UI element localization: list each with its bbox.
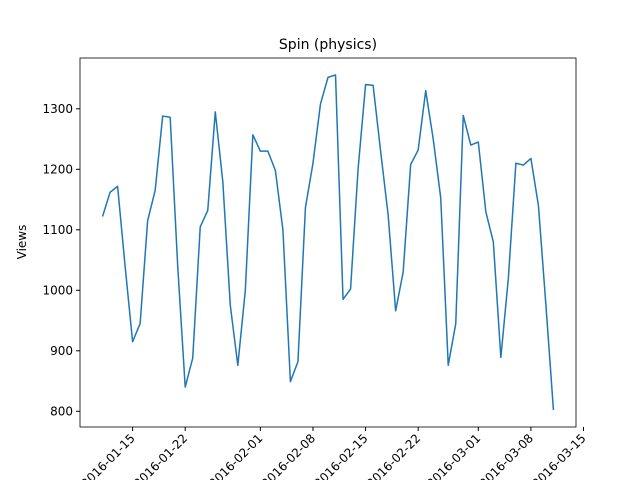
chart-title: Spin (physics) (279, 37, 377, 53)
axes-frame (79, 57, 577, 428)
y-tick-label: 1200 (42, 162, 73, 176)
y-tick-label: 800 (50, 404, 73, 418)
y-tick-label: 1000 (42, 283, 73, 297)
y-tick-label: 900 (50, 344, 73, 358)
y-axis-label: Views (15, 225, 29, 260)
y-tick-label: 1100 (42, 223, 73, 237)
y-tick-label: 1300 (42, 102, 73, 116)
line-series (101, 74, 555, 411)
